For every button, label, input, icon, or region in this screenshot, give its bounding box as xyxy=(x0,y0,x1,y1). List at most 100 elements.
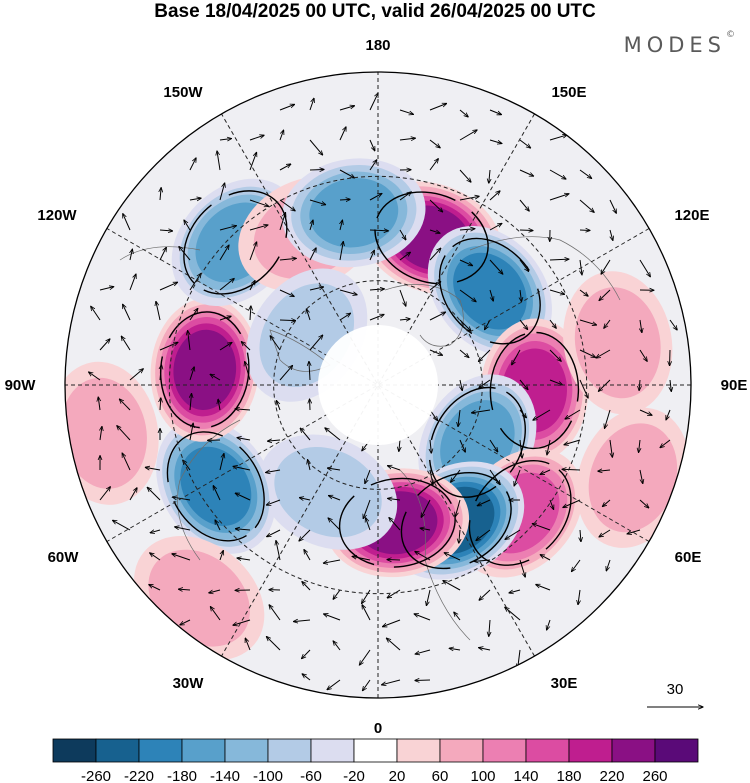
wind-arrow xyxy=(219,139,231,140)
wind-arrow xyxy=(369,139,375,151)
wind-vectors xyxy=(89,93,678,691)
wind-arrow xyxy=(309,139,323,155)
wind-arrow xyxy=(237,438,251,440)
wind-arrow xyxy=(454,612,461,621)
colorbar-tick-label: 260 xyxy=(642,768,667,783)
wind-arrow xyxy=(266,499,281,505)
wind-arrow xyxy=(180,619,191,625)
wind-arrow xyxy=(460,379,462,391)
wind-arrow xyxy=(512,349,521,365)
colorbar-tick-label: -140 xyxy=(210,768,240,783)
wind-arrow xyxy=(627,529,641,534)
wind-arrow xyxy=(266,470,281,473)
wind-arrow xyxy=(429,349,442,355)
wind-arrow xyxy=(489,191,500,201)
wind-arrow xyxy=(235,529,251,530)
meridian-line xyxy=(106,228,650,542)
wind-arrow xyxy=(489,169,490,183)
meridian-line xyxy=(221,113,535,657)
wind-arrow xyxy=(339,169,355,178)
wind-arrow xyxy=(333,589,341,599)
colorbar-swatch xyxy=(482,738,527,763)
wind-arrow xyxy=(549,499,554,509)
wind-arrow xyxy=(519,230,533,231)
wind-arrow xyxy=(309,287,324,291)
colorbar-tick-label: 220 xyxy=(599,768,624,783)
wind-arrow xyxy=(459,109,468,117)
wind-arrow xyxy=(549,379,563,385)
wind-arrow xyxy=(219,316,231,321)
wind-arrow xyxy=(369,314,384,321)
wind-arrow xyxy=(159,230,173,231)
wind-arrow xyxy=(300,428,311,441)
wind-arrow xyxy=(599,529,611,537)
colorbar-tick-label: 140 xyxy=(513,768,538,783)
colorbar-swatch xyxy=(353,738,398,763)
wind-arrow xyxy=(609,199,616,213)
circulation-contour xyxy=(183,190,288,295)
wind-arrow xyxy=(245,362,251,381)
wind-arrow xyxy=(123,304,131,321)
colorbar-tick-label: 60 xyxy=(432,768,449,783)
colorbar-swatch xyxy=(181,738,226,763)
wind-arrow xyxy=(249,199,269,206)
wind-arrow xyxy=(98,397,100,411)
wind-arrow xyxy=(91,306,101,321)
wind-arrow xyxy=(241,342,251,351)
wind-arrow xyxy=(150,553,161,561)
wind-arrow xyxy=(213,486,221,501)
wind-arrow xyxy=(382,679,401,685)
wind-arrow xyxy=(489,289,493,301)
wind-arrow xyxy=(99,287,114,291)
circulation-contour xyxy=(374,191,489,285)
wind-arrow xyxy=(601,259,611,274)
wind-arrow xyxy=(339,241,343,261)
wind-arrow xyxy=(549,349,561,361)
wind-arrow xyxy=(219,226,236,231)
wind-arrow xyxy=(219,551,223,561)
wind-arrow xyxy=(415,680,431,681)
wind-arrow xyxy=(309,199,326,205)
wind-arrow xyxy=(333,641,341,651)
wind-arrow xyxy=(455,499,461,517)
wind-arrow xyxy=(339,199,350,200)
colorbar-tick-label: 20 xyxy=(389,768,406,783)
wind-arrow xyxy=(269,605,281,621)
wind-arrow xyxy=(249,242,257,261)
wind-arrow xyxy=(156,301,161,321)
colorbar-tick-label: 180 xyxy=(556,768,581,783)
colorbar-tick-label: -220 xyxy=(124,768,154,783)
wind-arrow xyxy=(479,648,491,650)
wind-arrow xyxy=(130,249,132,261)
wind-arrow xyxy=(489,139,502,143)
wind-arrow xyxy=(547,619,551,630)
wind-arrow xyxy=(328,496,341,501)
wind-arrow xyxy=(420,528,431,530)
wind-arrow xyxy=(509,589,521,593)
circulation-contours xyxy=(159,190,580,570)
wind-arrow xyxy=(415,649,431,654)
wind-arrow xyxy=(458,409,460,427)
wind-arrow xyxy=(520,439,522,458)
wind-arrow xyxy=(610,439,612,457)
wind-arrow xyxy=(113,520,131,531)
colorbar-swatch xyxy=(611,738,656,763)
latitude-circle xyxy=(273,280,483,490)
wind-arrow xyxy=(471,409,491,413)
wind-arrow xyxy=(279,258,296,260)
wind-arrow xyxy=(606,559,611,571)
wind-arrow xyxy=(160,398,161,411)
wind-arrow xyxy=(532,524,551,531)
wind-arrow xyxy=(266,636,281,651)
wind-arrow xyxy=(399,439,400,451)
lon-label-60w: 60W xyxy=(48,549,80,566)
colorbar-tick-label: 100 xyxy=(470,768,495,783)
wind-arrow xyxy=(382,619,401,627)
wind-arrow xyxy=(429,103,447,111)
map-title: Base 18/04/2025 00 UTC, valid 26/04/2025… xyxy=(154,1,596,22)
wind-arrow xyxy=(160,188,161,201)
colorbar-swatch xyxy=(568,738,613,763)
wind-arrow xyxy=(549,319,556,328)
wind-arrow xyxy=(339,313,351,321)
wind-arrow xyxy=(571,559,581,572)
